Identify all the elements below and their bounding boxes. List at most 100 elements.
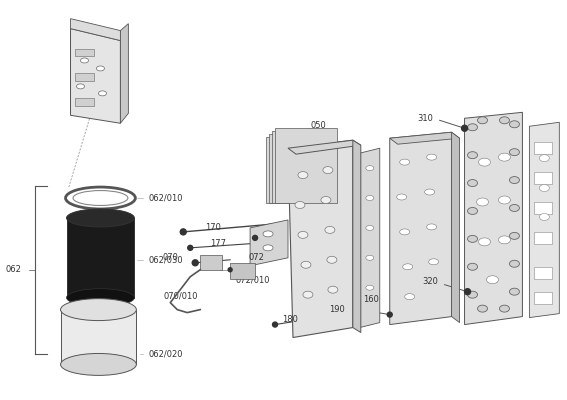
Ellipse shape	[477, 117, 488, 124]
Ellipse shape	[500, 117, 509, 124]
Ellipse shape	[498, 236, 510, 244]
Ellipse shape	[298, 172, 308, 178]
Ellipse shape	[426, 154, 437, 160]
Text: 320: 320	[422, 277, 438, 286]
Circle shape	[188, 245, 193, 250]
Circle shape	[228, 268, 232, 272]
Circle shape	[252, 235, 257, 240]
Ellipse shape	[539, 214, 549, 220]
Polygon shape	[288, 140, 361, 154]
Polygon shape	[390, 132, 451, 324]
Ellipse shape	[468, 152, 477, 159]
Ellipse shape	[323, 167, 333, 174]
Polygon shape	[70, 19, 120, 40]
Ellipse shape	[366, 285, 374, 290]
Circle shape	[273, 322, 277, 327]
Bar	[534, 292, 552, 304]
Ellipse shape	[303, 291, 313, 298]
Ellipse shape	[509, 232, 519, 239]
Text: 160: 160	[363, 295, 379, 304]
Polygon shape	[464, 112, 522, 324]
Ellipse shape	[96, 66, 104, 71]
Ellipse shape	[539, 155, 549, 162]
Ellipse shape	[81, 58, 88, 63]
Ellipse shape	[426, 224, 437, 230]
Ellipse shape	[263, 231, 273, 237]
Ellipse shape	[479, 158, 490, 166]
Ellipse shape	[509, 204, 519, 212]
Ellipse shape	[366, 226, 374, 230]
Circle shape	[464, 289, 471, 295]
Ellipse shape	[468, 208, 477, 214]
Ellipse shape	[509, 260, 519, 267]
Polygon shape	[250, 220, 288, 266]
Ellipse shape	[476, 198, 489, 206]
Ellipse shape	[468, 235, 477, 242]
Bar	[534, 232, 552, 244]
Ellipse shape	[429, 259, 439, 265]
Bar	[74, 98, 95, 106]
Bar	[534, 202, 552, 214]
Circle shape	[387, 312, 392, 317]
Ellipse shape	[400, 229, 410, 235]
Ellipse shape	[479, 238, 490, 246]
Bar	[66, 218, 134, 298]
Ellipse shape	[477, 305, 488, 312]
Text: 310: 310	[418, 114, 434, 123]
Ellipse shape	[425, 189, 435, 195]
Ellipse shape	[509, 288, 519, 295]
Ellipse shape	[509, 121, 519, 128]
Text: 180: 180	[282, 315, 298, 324]
Text: 150: 150	[534, 206, 550, 214]
Circle shape	[192, 260, 198, 266]
Ellipse shape	[500, 305, 509, 312]
Ellipse shape	[366, 196, 374, 200]
Ellipse shape	[327, 256, 337, 263]
Ellipse shape	[468, 124, 477, 131]
Text: 062: 062	[6, 265, 22, 274]
Bar	[534, 142, 552, 154]
Ellipse shape	[325, 226, 335, 233]
Bar	[269, 134, 328, 203]
Bar	[74, 48, 95, 56]
Ellipse shape	[539, 184, 549, 192]
Bar	[230, 263, 255, 279]
Text: 062/020: 062/020	[149, 350, 183, 359]
Polygon shape	[288, 140, 353, 338]
Bar	[200, 255, 222, 270]
Text: 178: 178	[258, 229, 274, 238]
Bar	[534, 172, 552, 184]
Text: 072/010: 072/010	[235, 275, 270, 284]
Polygon shape	[70, 28, 120, 123]
Text: 070: 070	[162, 253, 178, 262]
Text: 170: 170	[205, 224, 221, 232]
Ellipse shape	[263, 245, 273, 251]
Bar	[266, 137, 323, 203]
Ellipse shape	[66, 209, 134, 227]
Ellipse shape	[73, 190, 128, 206]
Ellipse shape	[498, 153, 510, 161]
Circle shape	[180, 229, 186, 235]
Ellipse shape	[321, 196, 331, 204]
Ellipse shape	[486, 276, 498, 284]
Ellipse shape	[397, 194, 407, 200]
Ellipse shape	[405, 294, 414, 300]
Ellipse shape	[366, 166, 374, 171]
Ellipse shape	[295, 202, 305, 208]
Polygon shape	[353, 140, 361, 332]
Bar	[74, 74, 95, 82]
Ellipse shape	[509, 176, 519, 184]
Text: 062/030: 062/030	[149, 255, 183, 264]
Polygon shape	[530, 122, 559, 318]
Text: 190: 190	[329, 305, 345, 314]
Ellipse shape	[468, 263, 477, 270]
Polygon shape	[390, 132, 460, 144]
Ellipse shape	[403, 264, 413, 270]
Bar	[272, 131, 332, 203]
Text: 072: 072	[248, 253, 264, 262]
Bar	[61, 310, 136, 364]
Ellipse shape	[99, 91, 107, 96]
Ellipse shape	[400, 159, 410, 165]
Polygon shape	[360, 148, 380, 328]
Ellipse shape	[468, 291, 477, 298]
